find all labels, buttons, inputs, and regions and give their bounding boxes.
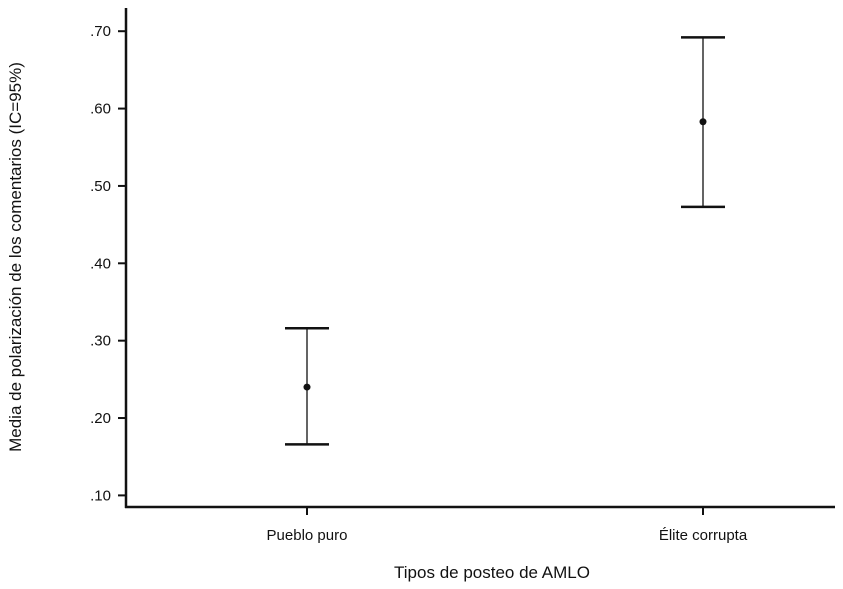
- y-tick-label: .20: [90, 410, 111, 427]
- y-tick-label: .40: [90, 255, 111, 272]
- marks-layer: [285, 36, 725, 446]
- y-axis-title: Media de polarización de los comentarios…: [6, 62, 25, 452]
- mean-point: [303, 383, 311, 391]
- axes-layer: .10 .20 .30 .40 .50 .60 .70 Pueblo puro Élite co…: [90, 8, 835, 544]
- y-tick-label: .50: [90, 178, 111, 195]
- y-tick-label: .10: [90, 487, 111, 504]
- y-tick-label: .60: [90, 101, 111, 118]
- y-tick-label: .70: [90, 23, 111, 40]
- mean-point: [699, 118, 707, 126]
- x-axis-title: Tipos de posteo de AMLO: [394, 563, 590, 582]
- x-tick-label: Pueblo puro: [267, 527, 348, 544]
- x-tick-label: Élite corrupta: [659, 527, 748, 544]
- y-tick-label: .30: [90, 333, 111, 350]
